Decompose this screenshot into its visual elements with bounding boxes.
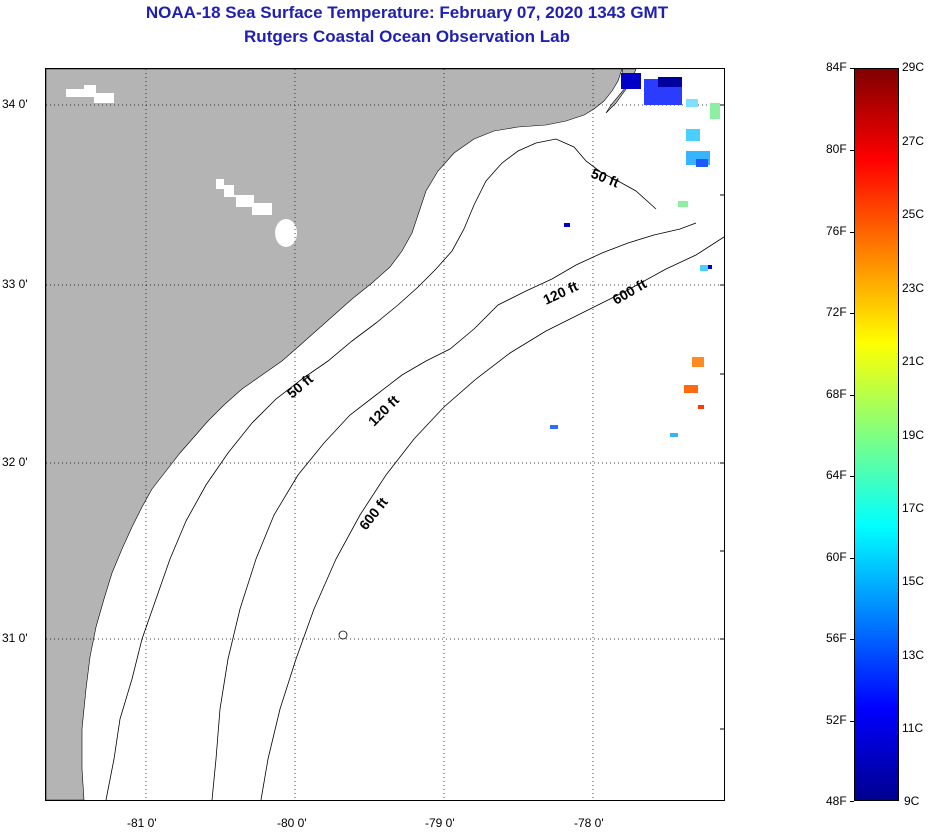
colorbar-c-label: 25C (902, 207, 925, 221)
lon-label-80: -80 0' (277, 816, 307, 830)
colorbar-c-label: 19C (902, 428, 925, 442)
lat-label-33: 33 0' (2, 277, 28, 291)
colorbar-tick (850, 395, 854, 396)
contour-label-120-south: 120 ft (365, 392, 402, 429)
colorbar-f-label: 52F (826, 713, 847, 727)
colorbar-c-label: 23C (902, 281, 925, 295)
colorbar-f-label: 48F (826, 794, 847, 808)
colorbar-f-label: 80F (826, 142, 847, 156)
sst-map: 50 ft 50 ft 120 ft 120 ft 600 ft 600 ft (45, 68, 725, 801)
lat-label-34: 34 0' (2, 97, 28, 111)
colorbar-c-label: 21C (902, 354, 925, 368)
colorbar-tick (850, 232, 854, 233)
colorbar-f-label: 56F (826, 631, 847, 645)
colorbar-f-label: 84F (826, 60, 847, 74)
lat-label-32: 32 0' (2, 455, 28, 469)
contour-label-120-north: 120 ft (541, 278, 581, 308)
colorbar-c-label: 27C (902, 134, 925, 148)
land-area (46, 69, 623, 800)
lat-label-31: 31 0' (2, 631, 28, 645)
map-title: NOAA-18 Sea Surface Temperature: Februar… (145, 3, 669, 22)
colorbar-tick (850, 150, 854, 151)
colorbar-c-label: 13C (902, 648, 925, 662)
colorbar-f-label: 64F (826, 468, 847, 482)
colorbar-c-label: 15C (902, 574, 925, 588)
lon-label-79: -79 0' (425, 816, 455, 830)
colorbar-f-label: 72F (826, 305, 847, 319)
colorbar-c-label: 11C (902, 721, 924, 735)
colorbar-tick (850, 476, 854, 477)
colorbar-tick (850, 721, 854, 722)
colorbar-tick (850, 313, 854, 314)
colorbar-f-label: 68F (826, 387, 847, 401)
colorbar-tick (850, 558, 854, 559)
contour-50ft (105, 138, 657, 800)
sst-pixels (550, 73, 720, 437)
lake-1 (66, 85, 114, 103)
colorbar-tick (850, 639, 854, 640)
colorbar-c-label: 9C (904, 794, 920, 808)
lon-label-78: -78 0' (574, 816, 604, 830)
contour-label-50-north: 50 ft (589, 165, 622, 191)
contour-label-50-south: 50 ft (284, 370, 317, 401)
map-canvas: 50 ft 50 ft 120 ft 120 ft 600 ft 600 ft (46, 69, 724, 800)
contour-label-600-north: 600 ft (610, 275, 650, 307)
contour-600ft (260, 236, 724, 800)
colorbar-f-label: 76F (826, 224, 847, 238)
temperature-colorbar (854, 68, 899, 801)
colorbar-c-label: 29C (902, 60, 925, 74)
colorbar-tick (850, 801, 854, 802)
lake-3 (275, 219, 297, 247)
map-subtitle: Rutgers Coastal Ocean Observation Lab (244, 27, 570, 46)
lon-label-81: -81 0' (127, 816, 157, 830)
colorbar-c-label: 17C (902, 501, 925, 515)
axis-ticks (720, 104, 724, 730)
colorbar-tick (850, 68, 854, 69)
lat-lon-grid (46, 69, 724, 800)
colorbar-f-label: 60F (826, 550, 847, 564)
seamount-contour (338, 630, 348, 640)
contour-120ft (211, 222, 697, 800)
lake-2 (216, 179, 272, 215)
